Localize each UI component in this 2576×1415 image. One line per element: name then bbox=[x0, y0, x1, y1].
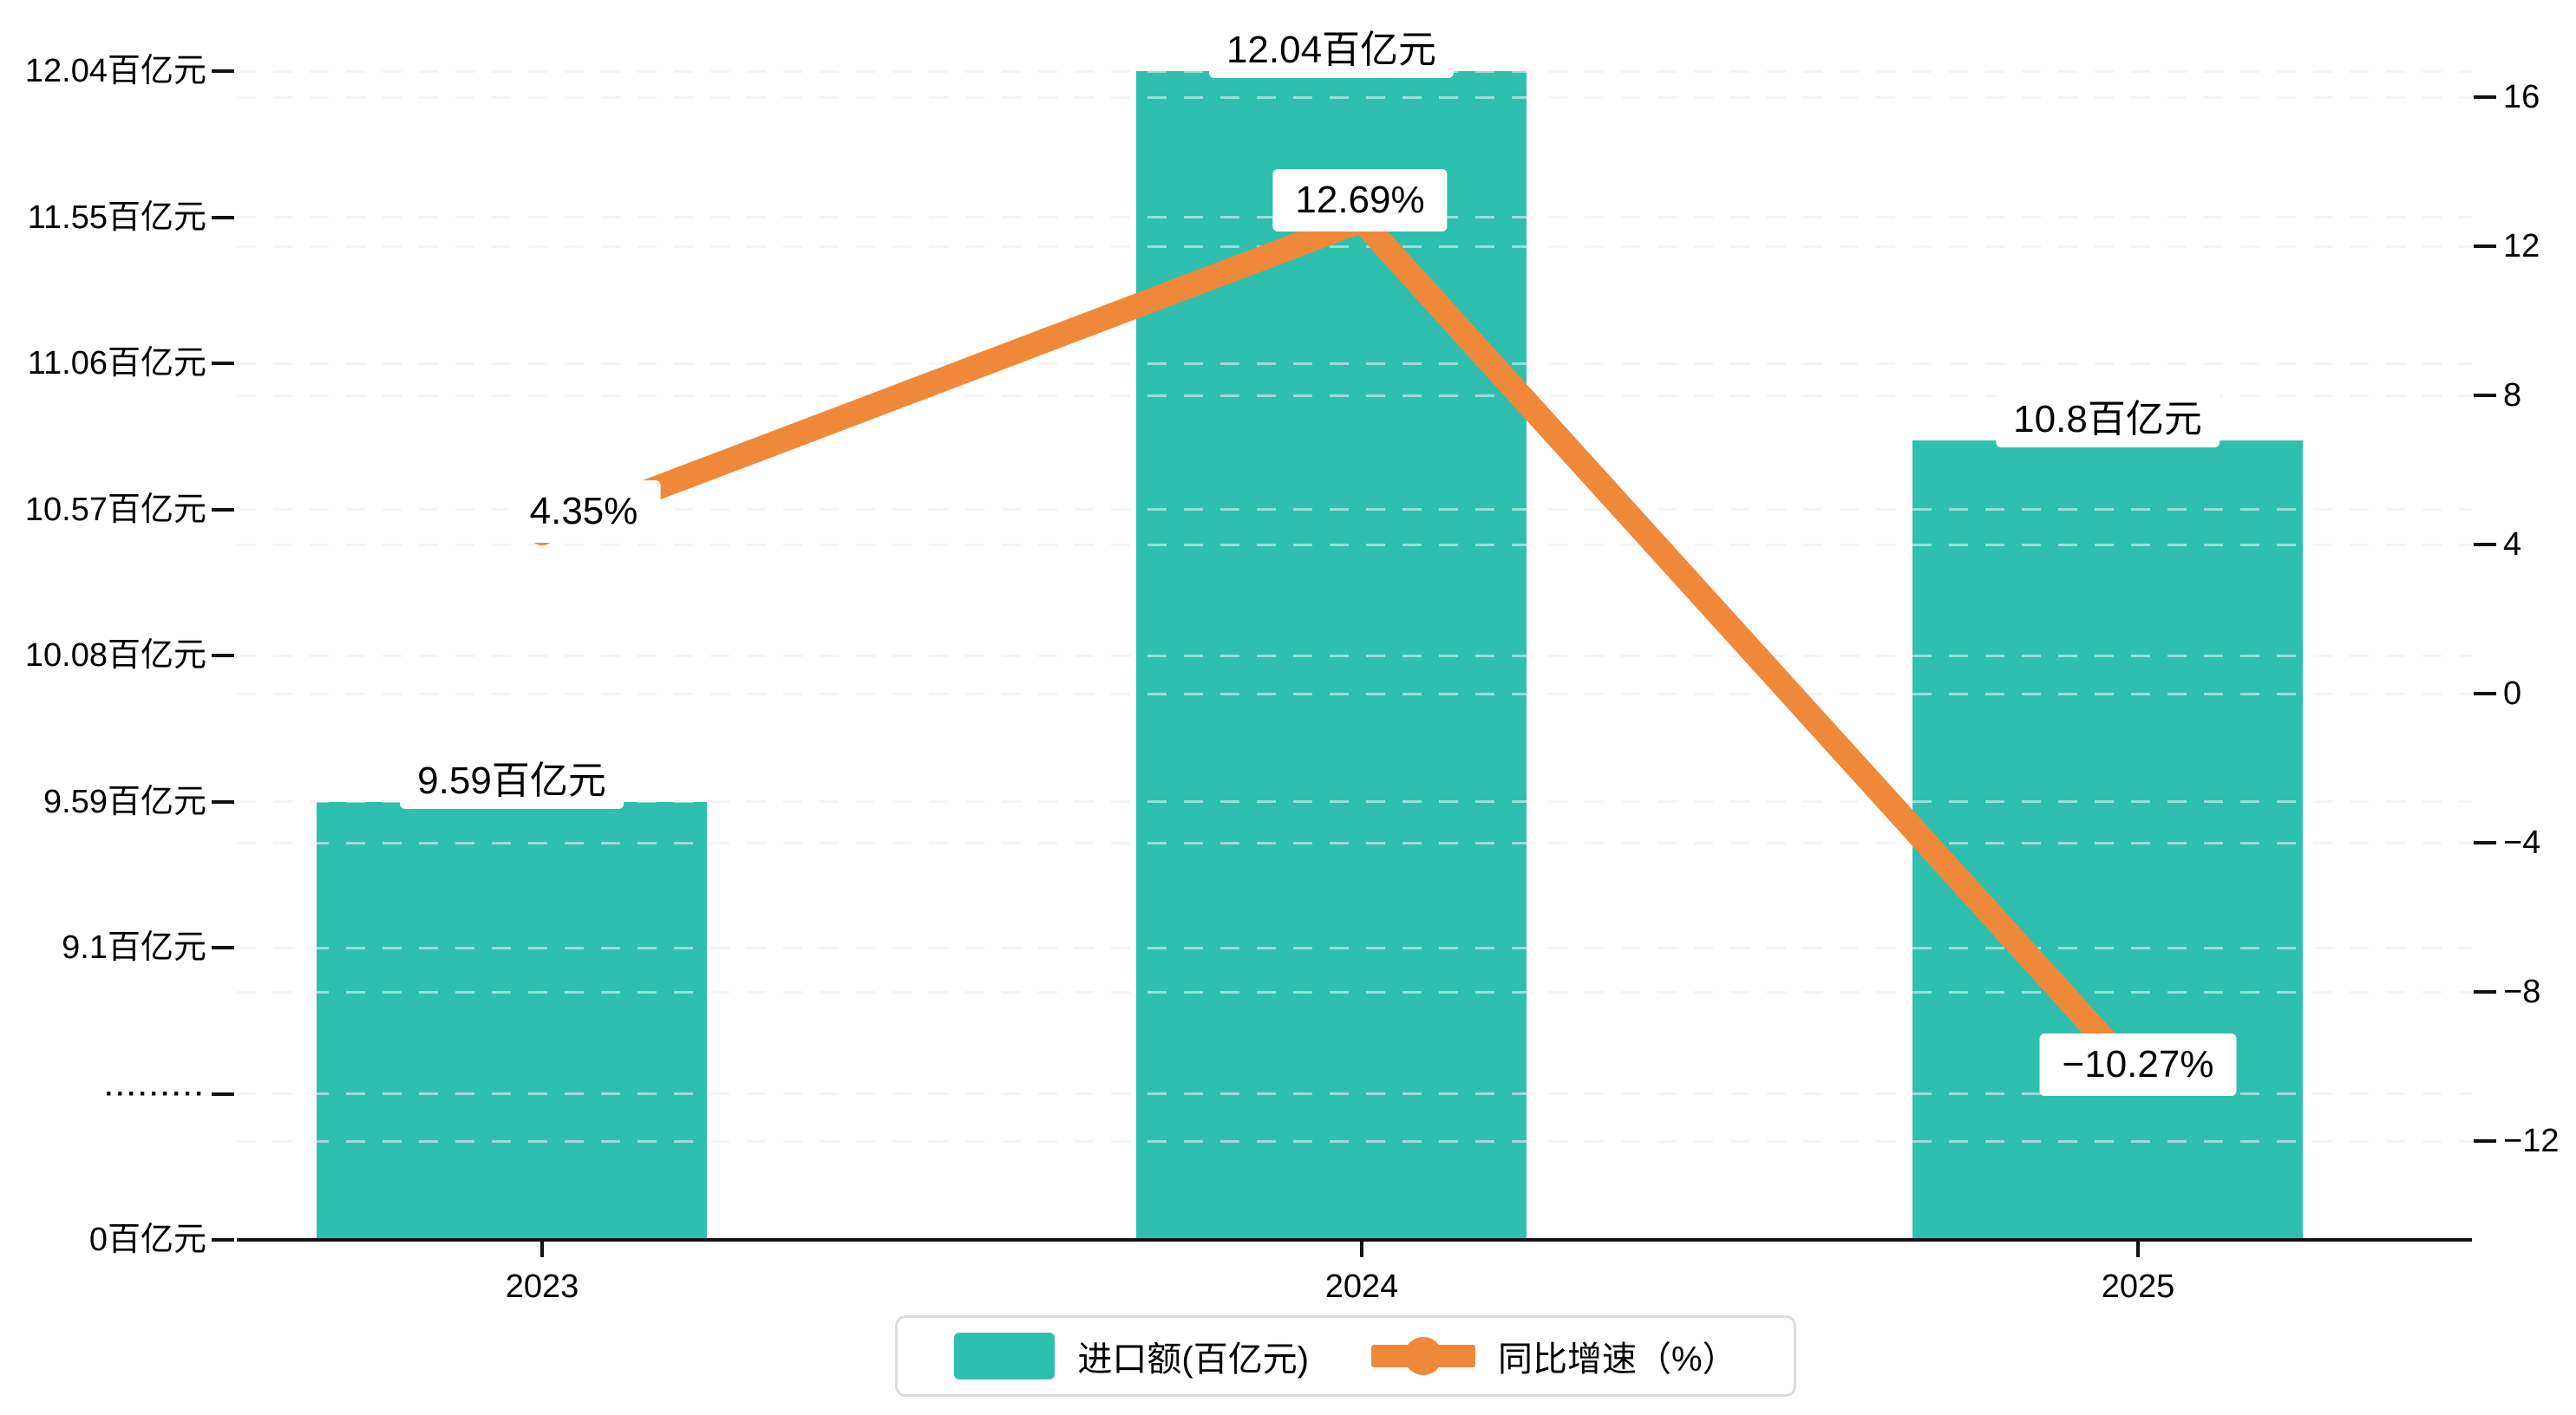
right-axis-tick bbox=[2474, 394, 2496, 397]
line-series-dot-icon bbox=[1404, 1337, 1443, 1375]
gridline-overlay bbox=[237, 841, 2472, 844]
left-axis-label: 9.1百亿元 bbox=[62, 929, 206, 966]
right-axis-tick bbox=[2474, 95, 2496, 99]
right-axis-tick bbox=[2474, 245, 2496, 248]
left-axis-tick bbox=[212, 507, 234, 512]
left-axis-label: 12.04百亿元 bbox=[24, 53, 206, 89]
right-axis-label: 8 bbox=[2503, 377, 2522, 414]
bar-value-label: 9.59百亿元 bbox=[400, 753, 624, 809]
gridline-overlay bbox=[237, 946, 2472, 949]
legend-label-imports: 进口额(百亿元) bbox=[1077, 1340, 1310, 1379]
x-axis-label: 2024 bbox=[1324, 1268, 1399, 1305]
left-axis-label: 9.59百亿元 bbox=[43, 783, 206, 820]
line-series-icon bbox=[1371, 1337, 1476, 1375]
left-axis-label: 10.08百亿元 bbox=[24, 637, 206, 674]
x-axis-label: 2025 bbox=[2101, 1268, 2175, 1305]
growth-value-label: −10.27% bbox=[2039, 1033, 2237, 1096]
gridline-overlay bbox=[237, 1139, 2472, 1143]
right-axis-tick bbox=[2474, 990, 2496, 994]
x-axis-tick bbox=[1360, 1242, 1363, 1257]
legend-label-growth: 同比增速（%） bbox=[1498, 1340, 1737, 1379]
left-axis-label: ········· bbox=[105, 1079, 206, 1108]
right-axis-label: 0 bbox=[2503, 675, 2522, 712]
right-axis-tick bbox=[2474, 1139, 2496, 1143]
left-axis-tick bbox=[212, 362, 234, 365]
gridline-overlay bbox=[237, 245, 2472, 248]
growth-line[interactable] bbox=[538, 205, 2148, 1086]
x-axis-line bbox=[237, 1238, 2472, 1242]
left-axis-label: 11.55百亿元 bbox=[27, 199, 206, 236]
gridline-overlay bbox=[237, 362, 2472, 365]
right-axis-label: −4 bbox=[2503, 825, 2541, 861]
bar-2023[interactable] bbox=[317, 801, 707, 1240]
x-axis-tick bbox=[2136, 1242, 2140, 1257]
left-axis-label: 11.06百亿元 bbox=[27, 345, 206, 381]
right-axis-label: −8 bbox=[2503, 974, 2541, 1010]
left-axis-tick bbox=[212, 654, 234, 657]
legend-item-growth[interactable]: 同比增速（%） bbox=[1371, 1331, 1737, 1381]
gridline-overlay bbox=[237, 543, 2472, 546]
bar-series-swatch bbox=[954, 1333, 1056, 1379]
legend-item-imports[interactable]: 进口额(百亿元) bbox=[954, 1331, 1309, 1381]
left-axis-tick bbox=[212, 946, 234, 949]
x-axis-tick bbox=[540, 1242, 544, 1257]
left-axis-tick bbox=[212, 1238, 234, 1242]
left-axis-tick bbox=[212, 799, 234, 804]
right-axis-label: 4 bbox=[2503, 526, 2522, 563]
gridline-overlay bbox=[237, 508, 2472, 511]
right-axis-tick bbox=[2474, 543, 2496, 546]
left-axis-tick bbox=[212, 215, 234, 219]
legend: 进口额(百亿元) 同比增速（%） bbox=[895, 1315, 1796, 1397]
right-axis-label: 16 bbox=[2503, 79, 2540, 115]
right-axis-tick bbox=[2474, 692, 2496, 695]
gridline-overlay bbox=[237, 654, 2472, 657]
left-axis-label: 10.57百亿元 bbox=[24, 491, 206, 528]
growth-value-label: 4.35% bbox=[507, 479, 661, 543]
left-axis-label: 0百亿元 bbox=[88, 1222, 206, 1258]
x-axis-label: 2023 bbox=[505, 1268, 579, 1305]
left-axis-tick bbox=[212, 69, 234, 73]
right-axis-label: −12 bbox=[2503, 1123, 2560, 1159]
growth-value-label: 12.69% bbox=[1272, 169, 1448, 232]
left-axis-tick bbox=[212, 1092, 234, 1096]
bar-value-label: 10.8百亿元 bbox=[1996, 392, 2220, 448]
gridline-overlay bbox=[237, 394, 2472, 397]
gridline-overlay bbox=[237, 692, 2472, 695]
right-axis-tick bbox=[2474, 841, 2496, 844]
gridline-overlay bbox=[237, 990, 2472, 994]
bar-2025[interactable] bbox=[1912, 440, 2303, 1240]
bar-value-label: 12.04百亿元 bbox=[1208, 23, 1455, 78]
gridline-overlay bbox=[237, 95, 2472, 99]
gridline-overlay bbox=[237, 800, 2472, 803]
gridline-overlay bbox=[237, 1092, 2472, 1095]
right-axis-label: 12 bbox=[2503, 228, 2540, 264]
